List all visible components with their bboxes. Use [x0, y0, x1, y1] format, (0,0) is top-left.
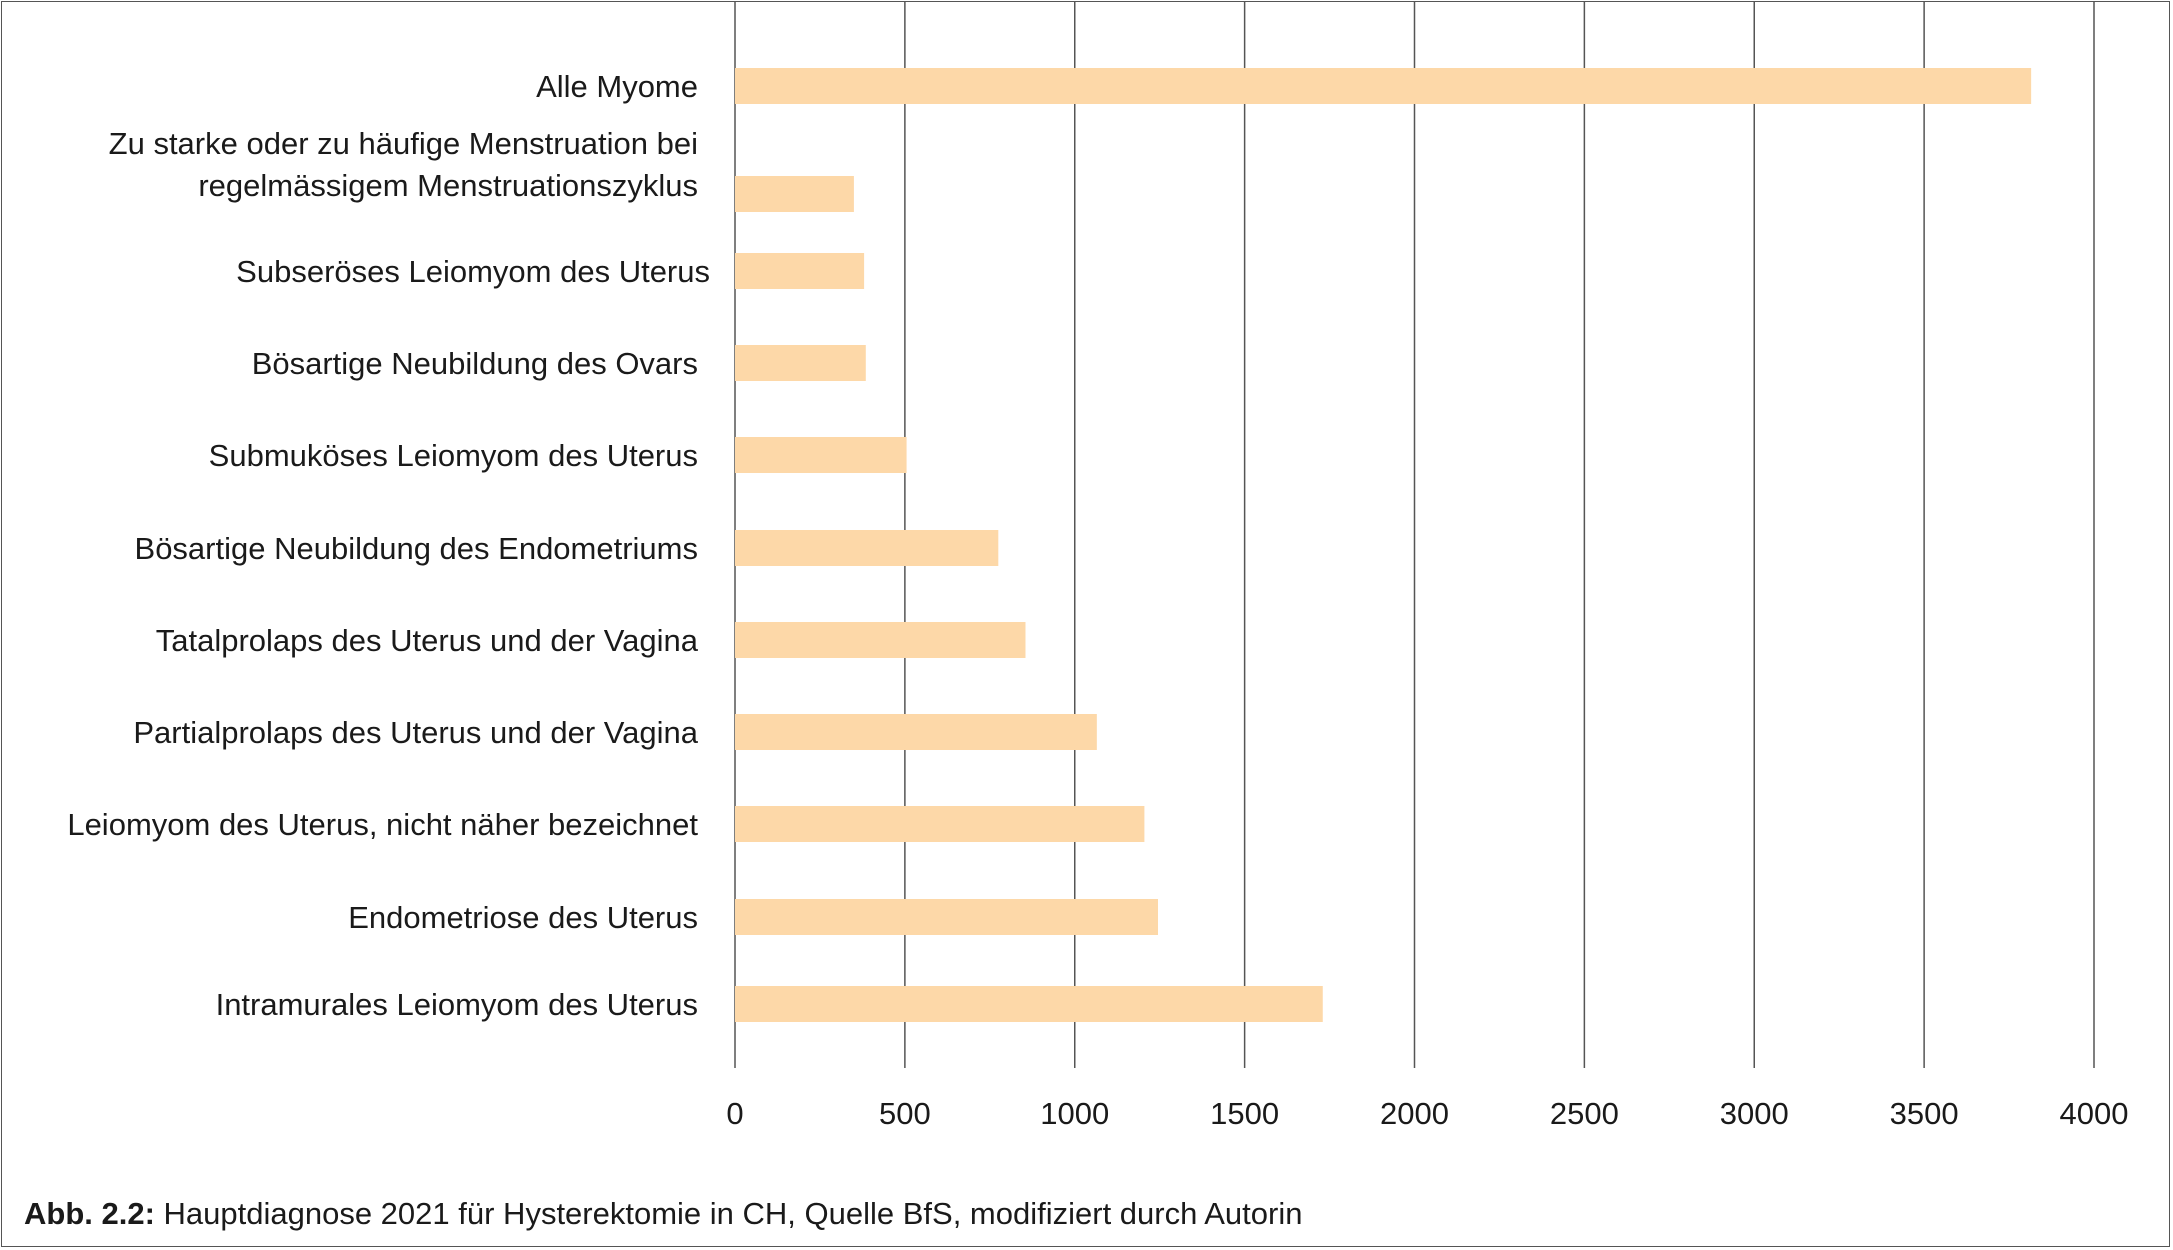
category-label: Alle Myome [536, 69, 698, 104]
x-tick-label: 3000 [1720, 1096, 1789, 1131]
x-tick-label: 4000 [2060, 1096, 2129, 1131]
category-labels: Alle Myome Zu starke oder zu häufige Mens… [67, 69, 710, 1022]
bar [735, 176, 854, 212]
x-tick-label: 1000 [1040, 1096, 1109, 1131]
category-label: Endometriose des Uterus [348, 900, 698, 935]
x-tick-label: 0 [726, 1096, 743, 1131]
category-label: Leiomyom des Uterus, nicht näher bezeich… [67, 807, 698, 842]
bar [735, 806, 1145, 842]
category-label: Submuköses Leiomyom des Uterus [209, 438, 698, 473]
figure-caption: Abb. 2.2: Hauptdiagnose 2021 für Hystere… [24, 1196, 1302, 1232]
category-label: Zu starke oder zu häufige Menstruation b… [109, 126, 698, 203]
bars [735, 68, 2032, 1022]
category-label: Tatalprolaps des Uterus und der Vagina [156, 623, 699, 658]
category-label: Subseröses Leiomyom des Uterus [236, 254, 710, 289]
bar [735, 622, 1026, 658]
caption-text: Hauptdiagnose 2021 für Hysterektomie in … [154, 1196, 1303, 1231]
bar [735, 345, 866, 381]
category-label: Bösartige Neubildung des Ovars [252, 346, 698, 381]
category-label: Partialprolaps des Uterus und der Vagina [133, 715, 698, 750]
x-tick-label: 1500 [1210, 1096, 1279, 1131]
caption-prefix: Abb. 2.2: [24, 1196, 155, 1231]
category-label: Intramurales Leiomyom des Uterus [216, 987, 698, 1022]
bar [735, 986, 1323, 1022]
x-tick-label: 2500 [1550, 1096, 1619, 1131]
x-tick-label: 500 [879, 1096, 931, 1131]
bar [735, 68, 2032, 104]
category-label: Bösartige Neubildung des Endometriums [135, 531, 698, 566]
x-axis-tick-labels: 0 500 1000 1500 2000 2500 3000 3500 4000 [726, 1096, 2128, 1131]
x-tick-label: 2000 [1380, 1096, 1449, 1131]
bar [735, 714, 1097, 750]
bar [735, 899, 1158, 935]
x-tick-label: 3500 [1890, 1096, 1959, 1131]
bar [735, 253, 865, 289]
bar [735, 530, 999, 566]
grid-lines [734, 1, 2095, 1068]
bar [735, 437, 907, 473]
